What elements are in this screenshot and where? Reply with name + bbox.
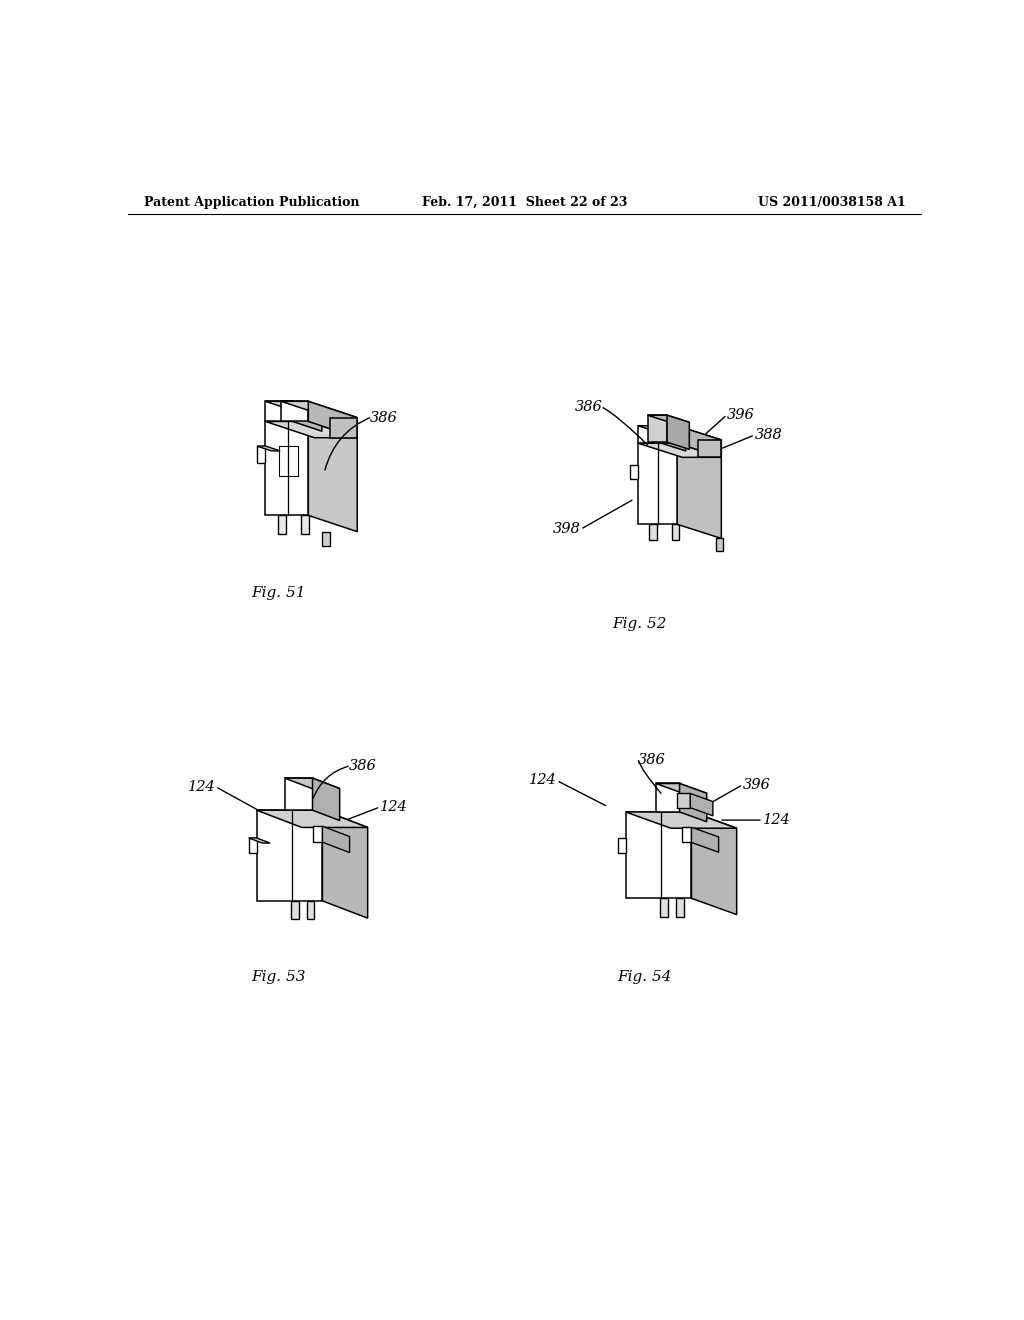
Text: 398: 398 <box>553 523 581 536</box>
Polygon shape <box>638 444 721 457</box>
Polygon shape <box>323 810 368 919</box>
Text: Fig. 51: Fig. 51 <box>251 586 305 601</box>
Polygon shape <box>638 426 662 444</box>
Polygon shape <box>285 779 340 788</box>
Polygon shape <box>308 401 357 438</box>
Polygon shape <box>653 426 721 440</box>
Text: Fig. 53: Fig. 53 <box>251 970 305 983</box>
Text: 124: 124 <box>528 774 557 788</box>
Polygon shape <box>655 784 680 812</box>
Polygon shape <box>293 401 322 432</box>
Polygon shape <box>285 779 312 810</box>
Polygon shape <box>716 539 723 552</box>
Polygon shape <box>698 440 721 457</box>
Polygon shape <box>626 812 691 899</box>
Polygon shape <box>279 515 287 533</box>
Text: 124: 124 <box>380 800 409 814</box>
Polygon shape <box>677 444 721 539</box>
Polygon shape <box>282 401 357 417</box>
Polygon shape <box>630 466 638 479</box>
Text: 124: 124 <box>187 780 215 793</box>
Polygon shape <box>682 828 691 842</box>
Polygon shape <box>672 524 679 540</box>
Polygon shape <box>667 416 689 449</box>
Polygon shape <box>691 812 736 915</box>
Text: 396: 396 <box>727 408 755 421</box>
Text: 386: 386 <box>574 400 602 414</box>
Polygon shape <box>265 401 322 411</box>
Polygon shape <box>291 900 299 919</box>
Text: Fig. 54: Fig. 54 <box>617 970 672 983</box>
Polygon shape <box>653 426 677 444</box>
Polygon shape <box>655 784 707 793</box>
Polygon shape <box>249 838 257 853</box>
Polygon shape <box>265 401 293 421</box>
Polygon shape <box>282 401 308 421</box>
Polygon shape <box>323 826 349 853</box>
Polygon shape <box>308 421 357 532</box>
Text: 388: 388 <box>755 428 782 442</box>
Polygon shape <box>626 812 736 828</box>
Text: US 2011/0038158 A1: US 2011/0038158 A1 <box>758 195 905 209</box>
Text: Patent Application Publication: Patent Application Publication <box>143 195 359 209</box>
Text: 386: 386 <box>638 754 666 767</box>
Polygon shape <box>676 899 684 916</box>
Polygon shape <box>265 421 308 515</box>
Polygon shape <box>690 793 713 816</box>
Polygon shape <box>638 426 686 433</box>
Text: Fig. 52: Fig. 52 <box>612 616 667 631</box>
Polygon shape <box>257 446 265 463</box>
Polygon shape <box>617 838 626 853</box>
Text: 396: 396 <box>743 777 771 792</box>
Polygon shape <box>677 793 690 808</box>
Polygon shape <box>677 426 721 457</box>
Text: 124: 124 <box>763 813 791 828</box>
Polygon shape <box>647 416 689 422</box>
Polygon shape <box>659 899 668 916</box>
Text: Feb. 17, 2011  Sheet 22 of 23: Feb. 17, 2011 Sheet 22 of 23 <box>422 195 628 209</box>
Polygon shape <box>638 444 677 524</box>
Polygon shape <box>312 779 340 821</box>
Polygon shape <box>265 421 357 438</box>
Text: 386: 386 <box>348 759 377 774</box>
Polygon shape <box>330 417 357 438</box>
Polygon shape <box>313 826 323 842</box>
Polygon shape <box>647 416 667 442</box>
Polygon shape <box>323 532 330 546</box>
Polygon shape <box>680 784 707 822</box>
Polygon shape <box>649 524 656 540</box>
Polygon shape <box>257 810 368 828</box>
Polygon shape <box>691 828 719 853</box>
Polygon shape <box>257 810 323 900</box>
Text: 386: 386 <box>370 411 397 425</box>
Polygon shape <box>257 446 281 451</box>
Polygon shape <box>249 838 270 843</box>
Polygon shape <box>301 515 309 533</box>
Polygon shape <box>662 426 686 451</box>
Polygon shape <box>306 900 314 919</box>
